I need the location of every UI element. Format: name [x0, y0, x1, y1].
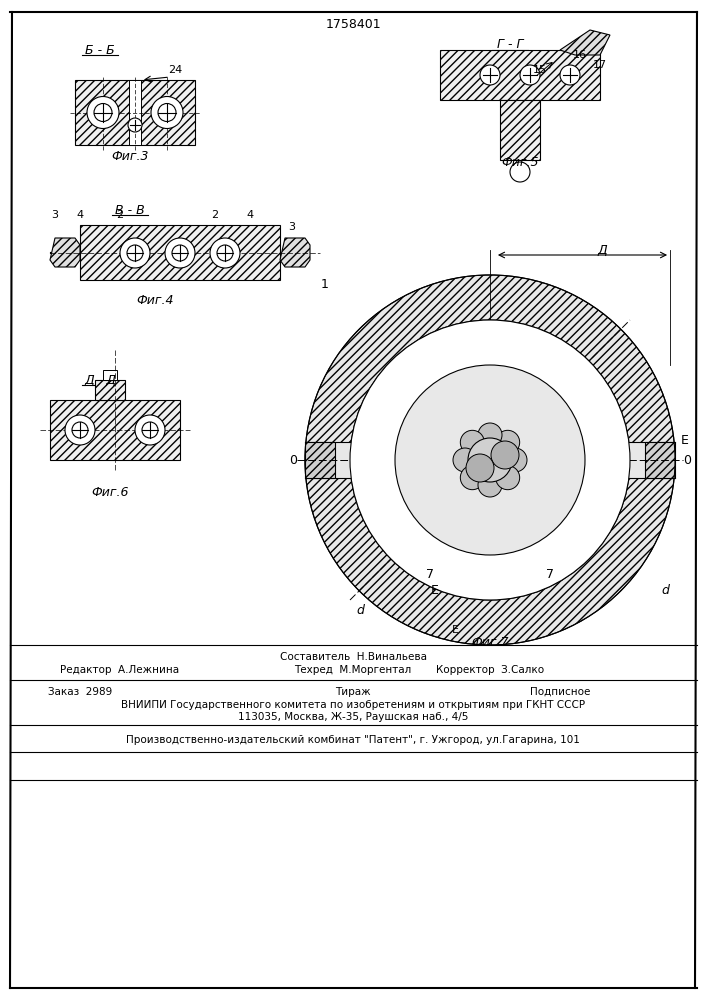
Text: 7: 7 [546, 568, 554, 582]
Polygon shape [50, 238, 80, 267]
Circle shape [453, 448, 477, 472]
Text: Производственно-издательский комбинат "Патент", г. Ужгород, ул.Гагарина, 101: Производственно-издательский комбинат "П… [126, 735, 580, 745]
Text: 2: 2 [211, 210, 218, 220]
Circle shape [560, 65, 580, 85]
Text: 4: 4 [76, 210, 83, 220]
Text: d: d [661, 584, 669, 596]
Text: Составитель  Н.Винальева: Составитель Н.Винальева [279, 652, 426, 662]
Text: 113035, Москва, Ж-35, Раушская наб., 4/5: 113035, Москва, Ж-35, Раушская наб., 4/5 [238, 712, 468, 722]
Text: 1758401: 1758401 [325, 18, 381, 31]
Text: Редактор  А.Лежнина: Редактор А.Лежнина [60, 665, 180, 675]
Bar [80, 225, 280, 280]
Text: 3: 3 [288, 222, 296, 232]
Circle shape [503, 448, 527, 472]
Circle shape [172, 245, 188, 261]
Bar [95, 380, 125, 400]
Circle shape [520, 65, 540, 85]
Text: 1: 1 [321, 278, 329, 292]
Circle shape [127, 245, 143, 261]
Text: Тираж: Тираж [335, 687, 370, 697]
Polygon shape [560, 30, 610, 55]
Circle shape [510, 162, 530, 182]
Circle shape [158, 104, 176, 121]
Circle shape [94, 104, 112, 121]
Bar [129, 80, 141, 145]
Text: E: E [452, 625, 459, 635]
Text: 2: 2 [117, 210, 124, 220]
Text: E: E [681, 434, 689, 446]
Text: 0: 0 [683, 454, 691, 466]
Text: ВНИИПИ Государственного комитета по изобретениям и открытиям при ГКНТ СССР: ВНИИПИ Государственного комитета по изоб… [121, 700, 585, 710]
Polygon shape [280, 238, 310, 267]
Text: Фиг.7: Фиг.7 [472, 636, 509, 648]
Text: E: E [431, 584, 439, 596]
Circle shape [210, 238, 240, 268]
Circle shape [151, 97, 183, 128]
Circle shape [478, 473, 502, 497]
Text: Фиг.5: Фиг.5 [501, 155, 539, 168]
Circle shape [460, 430, 484, 454]
Circle shape [468, 438, 512, 482]
Text: 0: 0 [289, 454, 297, 466]
Bar [645, 442, 675, 478]
Text: 17: 17 [593, 60, 607, 70]
Circle shape [350, 320, 630, 600]
Circle shape [496, 430, 520, 454]
Text: 4: 4 [247, 210, 254, 220]
Text: d: d [356, 603, 364, 616]
Text: 16: 16 [573, 50, 587, 60]
Circle shape [466, 454, 494, 482]
Text: 3: 3 [52, 210, 59, 220]
Circle shape [480, 65, 500, 85]
Bar [75, 80, 195, 145]
Wedge shape [305, 275, 675, 645]
Text: Заказ  2989: Заказ 2989 [48, 687, 112, 697]
Circle shape [142, 422, 158, 438]
Text: Г - Г: Г - Г [497, 38, 523, 51]
Bar [440, 50, 600, 100]
Text: В - В: В - В [115, 204, 145, 217]
Circle shape [217, 245, 233, 261]
Text: Д: Д [597, 243, 607, 256]
Circle shape [460, 466, 484, 490]
Text: Техред  М.Моргентал: Техред М.Моргентал [294, 665, 411, 675]
Bar [305, 442, 335, 478]
Circle shape [72, 422, 88, 438]
Circle shape [395, 365, 585, 555]
Circle shape [135, 415, 165, 445]
Circle shape [87, 97, 119, 128]
Circle shape [120, 238, 150, 268]
Bar [500, 100, 540, 160]
Circle shape [128, 118, 142, 132]
Circle shape [491, 441, 519, 469]
Circle shape [165, 238, 195, 268]
Text: Фиг.4: Фиг.4 [136, 294, 174, 306]
Circle shape [478, 423, 502, 447]
Text: 15: 15 [533, 65, 547, 75]
Text: Подписное: Подписное [530, 687, 590, 697]
Text: Корректор  З.Салко: Корректор З.Салко [436, 665, 544, 675]
Bar [103, 370, 117, 380]
Bar [50, 400, 180, 460]
Text: Фиг.6: Фиг.6 [91, 486, 129, 498]
Circle shape [65, 415, 95, 445]
Text: 7: 7 [426, 568, 434, 582]
Text: Б - Б: Б - Б [85, 43, 115, 56]
Bar [305, 442, 675, 478]
Circle shape [496, 466, 520, 490]
Text: 24: 24 [168, 65, 182, 75]
Text: Д - Д: Д - Д [84, 373, 116, 386]
Text: Фиг.3: Фиг.3 [111, 150, 148, 163]
